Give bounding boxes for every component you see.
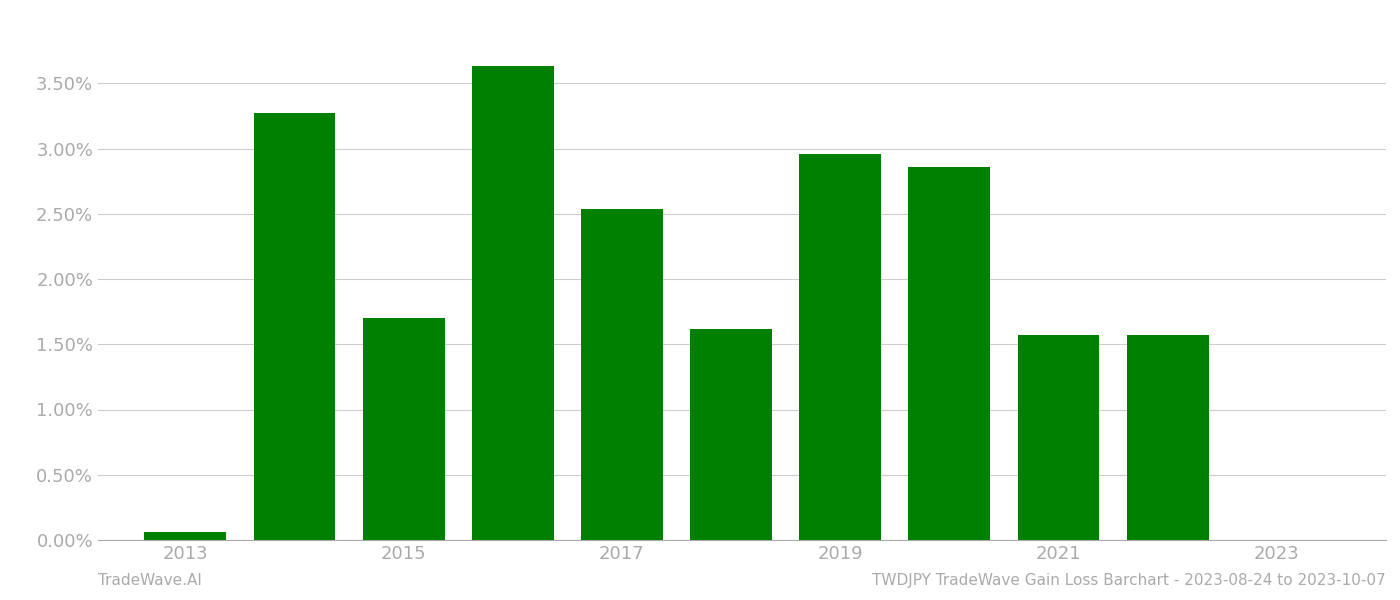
- Text: TradeWave.AI: TradeWave.AI: [98, 573, 202, 588]
- Bar: [472, 66, 554, 540]
- Bar: [363, 318, 445, 540]
- Bar: [144, 532, 227, 540]
- Bar: [909, 167, 990, 540]
- Bar: [799, 154, 881, 540]
- Bar: [1127, 335, 1208, 540]
- Bar: [581, 209, 662, 540]
- Bar: [1018, 335, 1099, 540]
- Text: TWDJPY TradeWave Gain Loss Barchart - 2023-08-24 to 2023-10-07: TWDJPY TradeWave Gain Loss Barchart - 20…: [872, 573, 1386, 588]
- Bar: [253, 113, 336, 540]
- Bar: [690, 329, 771, 540]
